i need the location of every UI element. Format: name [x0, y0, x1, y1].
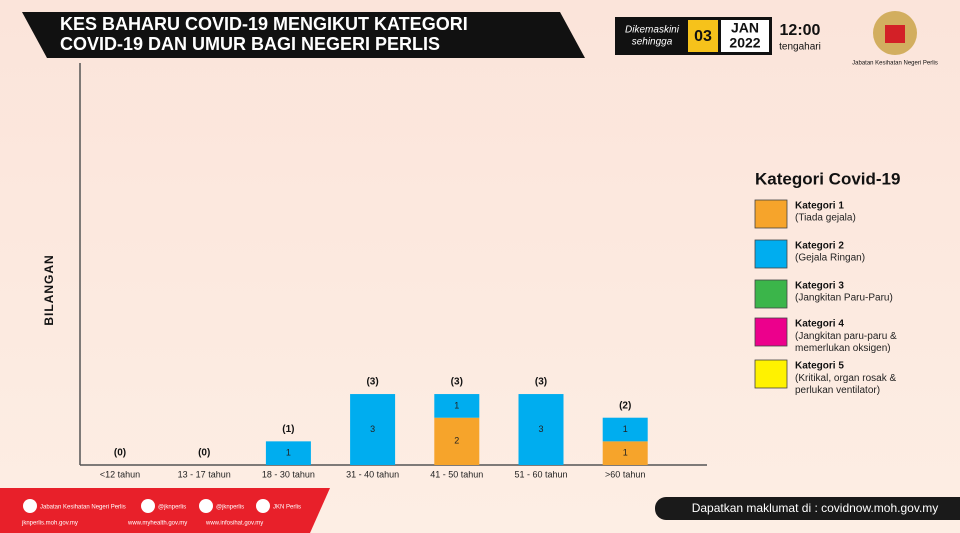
logo: [885, 25, 905, 43]
total-label: (1): [282, 424, 294, 435]
bar-segment: [265, 441, 311, 465]
legend-swatch: [754, 359, 788, 389]
total-label: (0): [198, 448, 210, 459]
updated-label: sehingga: [632, 37, 673, 48]
x-tick-label: 18 - 30 tahun: [262, 469, 315, 479]
total-label: (0): [114, 448, 126, 459]
website: www.myhealth.gov.my: [127, 521, 187, 527]
legend-description: (Jangkitan paru-paru & memerlukan oksigen…: [795, 331, 897, 354]
legend-description: (Kritikal, organ rosak & perlukan ventila…: [795, 373, 896, 396]
logo-caption: Jabatan Kesihatan Negeri Perlis: [852, 61, 938, 67]
month: JAN: [731, 20, 759, 36]
segment-label: 2: [454, 436, 459, 446]
segment-label: 3: [538, 424, 543, 434]
info-bar: [655, 497, 960, 520]
website: jknperlis.moh.gov.my: [21, 521, 78, 527]
x-tick-label: 31 - 40 tahun: [346, 469, 399, 479]
year: 2022: [729, 35, 760, 51]
social-icon: [141, 499, 155, 513]
day: 03: [694, 28, 712, 45]
segment-label: 1: [623, 424, 628, 434]
day-box: [688, 20, 718, 52]
title: KES BAHARU COVID-19 MENGIKUT KATEGORI: [60, 14, 468, 34]
updated-label: Dikemaskini: [625, 25, 680, 36]
info-text: Dapatkan maklumat di : covidnow.moh.gov.…: [692, 501, 939, 515]
bar-segment: [602, 417, 648, 442]
bar-segment: [434, 417, 480, 465]
legend-swatch: [754, 239, 788, 269]
legend-name: Kategori 4: [795, 319, 844, 330]
segment-label: 1: [286, 448, 291, 458]
website: www.infosihat.gov.my: [205, 521, 263, 527]
social-icon: [23, 499, 37, 513]
bar-segment: [350, 394, 396, 465]
footer-banner: [0, 488, 330, 533]
legend-name: Kategori 3: [795, 281, 844, 292]
legend-name: Kategori 2: [795, 241, 844, 252]
segment-label: 1: [623, 448, 628, 458]
segment-label: 3: [370, 424, 375, 434]
x-tick-label: 51 - 60 tahun: [514, 469, 567, 479]
total-label: (3): [366, 377, 378, 388]
social-handle: JKN Perlis: [273, 505, 301, 511]
legend-swatch: [754, 199, 788, 229]
social-handle: @jknperlis: [216, 505, 244, 511]
legend-swatch: [754, 279, 788, 309]
total-label: (3): [451, 377, 463, 388]
legend-description: (Tiada gejala): [795, 213, 856, 224]
legend-title: Kategori Covid-19: [755, 169, 900, 188]
total-label: (3): [535, 377, 547, 388]
legend-description: (Jangkitan Paru-Paru): [795, 293, 893, 304]
social-handle: @jknperlis: [158, 505, 186, 511]
time: 12:00: [780, 22, 821, 39]
total-label: (2): [619, 400, 631, 411]
bar-segment: [602, 441, 648, 465]
bar-segment: [434, 394, 480, 418]
title-banner: [22, 12, 585, 58]
legend-swatch: [754, 317, 788, 347]
month-box: [721, 20, 769, 52]
legend-name: Kategori 5: [795, 361, 844, 372]
x-tick-label: >60 tahun: [605, 469, 645, 479]
social-handle: Jabatan Kesihatan Negeri Perlis: [40, 505, 126, 511]
segment-label: 1: [454, 400, 459, 410]
legend-description: (Gejala Ringan): [795, 253, 865, 264]
x-tick-label: 41 - 50 tahun: [430, 469, 483, 479]
x-tick-label: <12 tahun: [100, 469, 140, 479]
title: COVID-19 DAN UMUR BAGI NEGERI PERLIS: [60, 34, 440, 54]
social-icon: [199, 499, 213, 513]
legend-name: Kategori 1: [795, 201, 844, 212]
bar-segment: [518, 394, 564, 465]
time-note: tengahari: [779, 42, 821, 53]
y-axis-label: BILANGAN: [42, 254, 56, 325]
social-icon: [256, 499, 270, 513]
x-tick-label: 13 - 17 tahun: [178, 469, 231, 479]
